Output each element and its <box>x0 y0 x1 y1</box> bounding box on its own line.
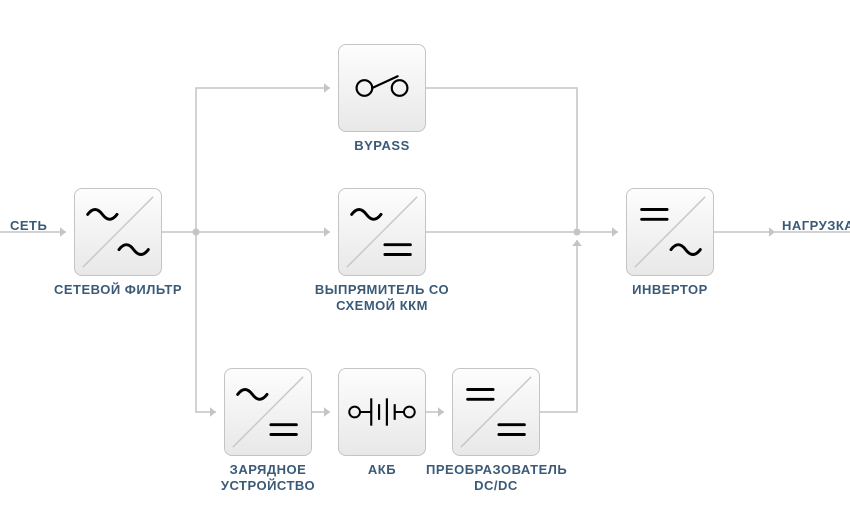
output-label: НАГРУЗКА <box>782 218 850 233</box>
junction-dot <box>574 229 581 236</box>
filter-node <box>74 188 162 276</box>
dcdc-label: ПРЕОБРАЗОВАТЕЛЬ DC/DC <box>426 462 566 495</box>
bypass-node <box>338 44 426 132</box>
filter-label: СЕТЕВОЙ ФИЛЬТР <box>48 282 188 298</box>
input-label: СЕТЬ <box>10 218 47 233</box>
inverter-label: ИНВЕРТОР <box>600 282 740 298</box>
bypass-label: BYPASS <box>312 138 452 154</box>
rectifier-node <box>338 188 426 276</box>
junction-dot <box>193 229 200 236</box>
dcdc-node <box>452 368 540 456</box>
battery-node <box>338 368 426 456</box>
rectifier-label: ВЫПРЯМИТЕЛЬ СО СХЕМОЙ ККМ <box>312 282 452 315</box>
inverter-node <box>626 188 714 276</box>
charger-node <box>224 368 312 456</box>
